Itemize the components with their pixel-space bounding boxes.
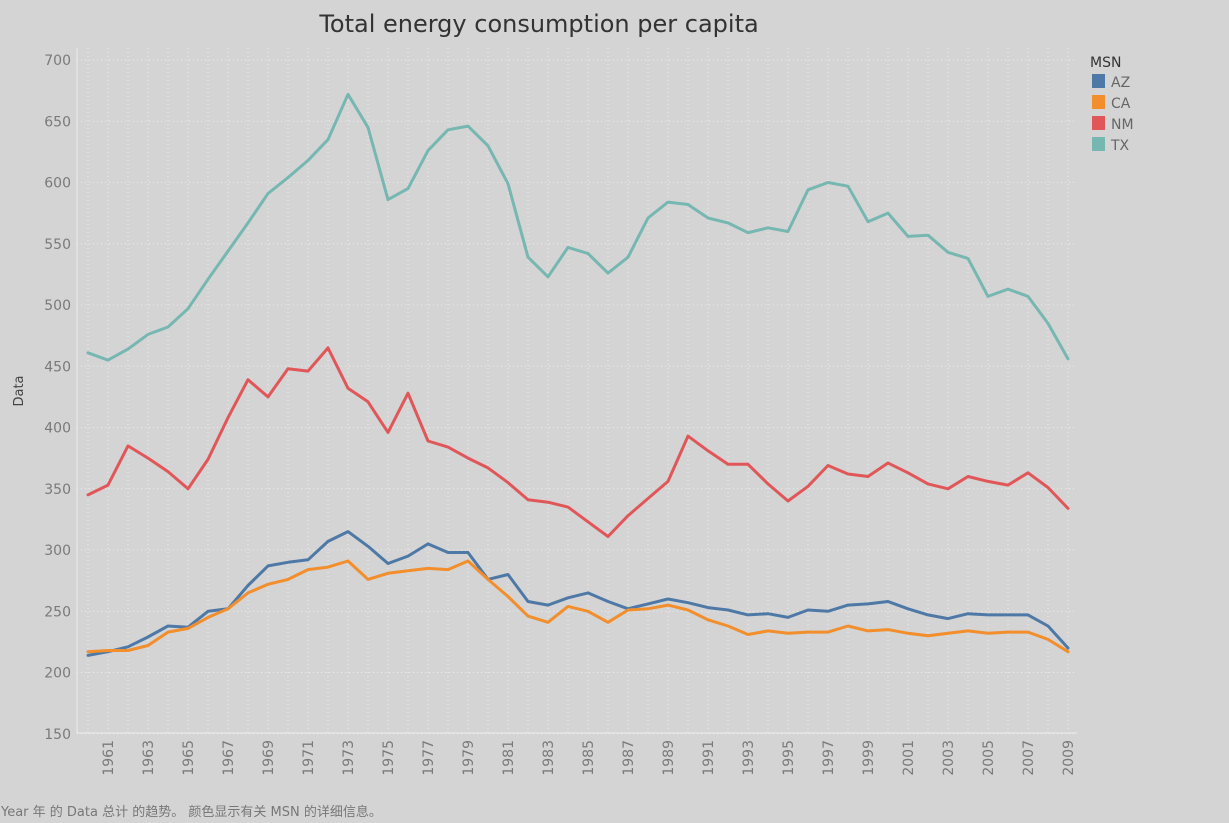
x-tick-label: 1977 xyxy=(421,740,437,776)
x-tick-label: 1991 xyxy=(701,740,717,776)
x-tick-label: 1969 xyxy=(261,740,277,776)
x-tick-label: 1967 xyxy=(221,740,237,776)
series-line-az[interactable] xyxy=(86,530,1070,657)
legend-label: TX xyxy=(1110,138,1130,154)
x-tick-label: 2009 xyxy=(1061,740,1077,776)
legend-title: MSN xyxy=(1090,55,1121,71)
series-line-nm[interactable] xyxy=(86,346,1070,538)
legend-swatch xyxy=(1092,74,1105,88)
legend-swatch xyxy=(1092,137,1105,151)
y-tick-label: 250 xyxy=(44,604,71,620)
chart-caption: Year 年 的 Data 总计 的趋势。 颜色显示有关 MSN 的详细信息。 xyxy=(1,805,382,820)
y-tick-label: 550 xyxy=(44,237,71,253)
x-tick-label: 2003 xyxy=(941,740,957,776)
legend-item-tx[interactable]: TX xyxy=(1092,137,1130,154)
x-tick-label: 2001 xyxy=(901,740,917,776)
y-tick-label: 400 xyxy=(44,421,71,437)
y-tick-label: 600 xyxy=(44,176,71,192)
x-tick-label: 1997 xyxy=(821,740,837,776)
series-line-tx[interactable] xyxy=(86,92,1070,362)
x-tick-label: 1989 xyxy=(661,740,677,776)
x-tick-label: 1963 xyxy=(141,740,157,776)
chart-title: Total energy consumption per capita xyxy=(318,10,758,38)
series-lines xyxy=(86,92,1070,657)
legend[interactable]: MSN AZ CA NM TX xyxy=(1090,55,1134,154)
x-tick-label: 1961 xyxy=(101,740,117,776)
legend-swatch xyxy=(1092,95,1105,109)
x-tick-label: 2005 xyxy=(981,740,997,776)
legend-item-az[interactable]: AZ xyxy=(1092,74,1130,91)
legend-swatch xyxy=(1092,116,1105,130)
x-tick-label: 1979 xyxy=(461,740,477,776)
y-tick-label: 200 xyxy=(44,666,71,682)
legend-label: CA xyxy=(1111,96,1131,112)
y-tick-label: 650 xyxy=(44,114,71,130)
x-tick-label: 1983 xyxy=(541,740,557,776)
x-tick-label: 1975 xyxy=(381,740,397,776)
y-tick-label: 700 xyxy=(44,53,71,69)
legend-label: AZ xyxy=(1111,75,1130,91)
grid xyxy=(77,48,1077,735)
x-tick-label: 1973 xyxy=(341,740,357,776)
y-axis: 150 200 250 300 350 400 450 500 550 600 650 700 xyxy=(44,48,78,743)
y-tick-label: 300 xyxy=(44,543,71,559)
x-tick-label: 1965 xyxy=(181,740,197,776)
x-tick-label: 1993 xyxy=(741,740,757,776)
x-tick-label: 1971 xyxy=(301,740,317,776)
legend-item-ca[interactable]: CA xyxy=(1092,95,1131,112)
x-tick-label: 1981 xyxy=(501,740,517,776)
x-tick-label: 1985 xyxy=(581,740,597,776)
series-line-ca[interactable] xyxy=(86,559,1070,654)
y-tick-label: 450 xyxy=(44,359,71,375)
legend-label: NM xyxy=(1111,117,1134,133)
x-tick-label: 2007 xyxy=(1021,740,1037,776)
y-tick-label: 350 xyxy=(44,482,71,498)
x-axis: 1961 1963 1965 1967 1969 1971 1973 1975 1977 1979… xyxy=(77,732,1077,776)
x-tick-label: 1995 xyxy=(781,740,797,776)
x-tick-label: 1999 xyxy=(861,740,877,776)
x-tick-label: 1987 xyxy=(621,740,637,776)
y-axis-label: Data xyxy=(12,375,27,406)
y-tick-label: 150 xyxy=(44,727,71,743)
y-tick-label: 500 xyxy=(44,298,71,314)
legend-item-nm[interactable]: NM xyxy=(1092,116,1134,133)
